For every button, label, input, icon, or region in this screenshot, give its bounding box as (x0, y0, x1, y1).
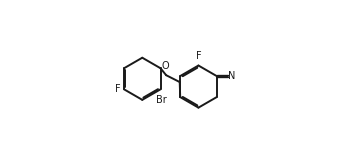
Text: Br: Br (156, 95, 167, 105)
Text: N: N (229, 71, 236, 81)
Text: F: F (196, 51, 201, 61)
Text: O: O (162, 61, 169, 71)
Text: F: F (114, 84, 120, 94)
